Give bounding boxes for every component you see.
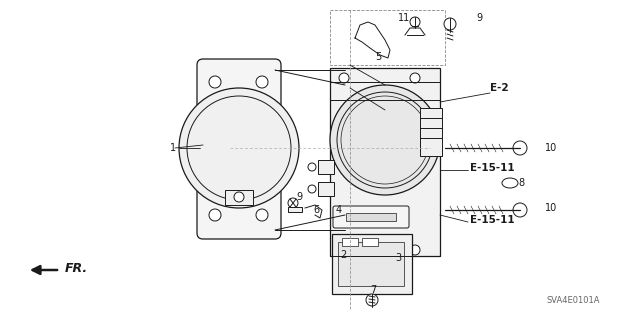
Text: 6: 6 xyxy=(313,205,319,215)
Text: 11: 11 xyxy=(398,13,410,23)
Circle shape xyxy=(513,141,527,155)
Circle shape xyxy=(179,88,299,208)
Circle shape xyxy=(410,17,420,27)
FancyBboxPatch shape xyxy=(333,206,409,228)
Text: SVA4E0101A: SVA4E0101A xyxy=(547,296,600,305)
FancyBboxPatch shape xyxy=(197,59,281,239)
Text: 1: 1 xyxy=(170,143,176,153)
Circle shape xyxy=(187,96,291,200)
Bar xyxy=(332,234,412,294)
Bar xyxy=(346,213,396,221)
Bar xyxy=(225,190,253,205)
Text: 8: 8 xyxy=(518,178,524,188)
Text: E-2: E-2 xyxy=(490,83,509,93)
Text: 9: 9 xyxy=(476,13,482,23)
Bar xyxy=(318,182,334,196)
Bar xyxy=(318,160,334,174)
Circle shape xyxy=(308,163,316,171)
Circle shape xyxy=(337,92,433,188)
Circle shape xyxy=(339,73,349,83)
Circle shape xyxy=(410,245,420,255)
Text: 7: 7 xyxy=(370,285,376,295)
Circle shape xyxy=(330,85,440,195)
Circle shape xyxy=(339,245,349,255)
Circle shape xyxy=(256,209,268,221)
Ellipse shape xyxy=(502,178,518,188)
Text: 10: 10 xyxy=(545,143,557,153)
Text: 10: 10 xyxy=(545,203,557,213)
Text: 2: 2 xyxy=(340,250,346,260)
Bar xyxy=(338,242,404,286)
Circle shape xyxy=(444,18,456,30)
Circle shape xyxy=(256,76,268,88)
Text: 5: 5 xyxy=(375,52,381,62)
Text: E-15-11: E-15-11 xyxy=(470,215,515,225)
Bar xyxy=(342,238,358,246)
Circle shape xyxy=(366,294,378,306)
Text: FR.: FR. xyxy=(65,262,88,275)
Text: 3: 3 xyxy=(395,253,401,263)
Circle shape xyxy=(288,198,298,208)
Circle shape xyxy=(513,203,527,217)
Circle shape xyxy=(308,185,316,193)
Bar xyxy=(330,10,445,65)
Text: E-15-11: E-15-11 xyxy=(470,163,515,173)
Circle shape xyxy=(341,96,429,184)
Circle shape xyxy=(209,209,221,221)
Bar xyxy=(420,108,442,156)
Bar xyxy=(362,238,378,246)
Circle shape xyxy=(410,73,420,83)
Bar xyxy=(330,68,440,256)
Bar xyxy=(288,207,302,212)
Circle shape xyxy=(234,192,244,202)
Text: 4: 4 xyxy=(336,205,342,215)
Text: 9: 9 xyxy=(296,192,302,202)
Circle shape xyxy=(209,76,221,88)
